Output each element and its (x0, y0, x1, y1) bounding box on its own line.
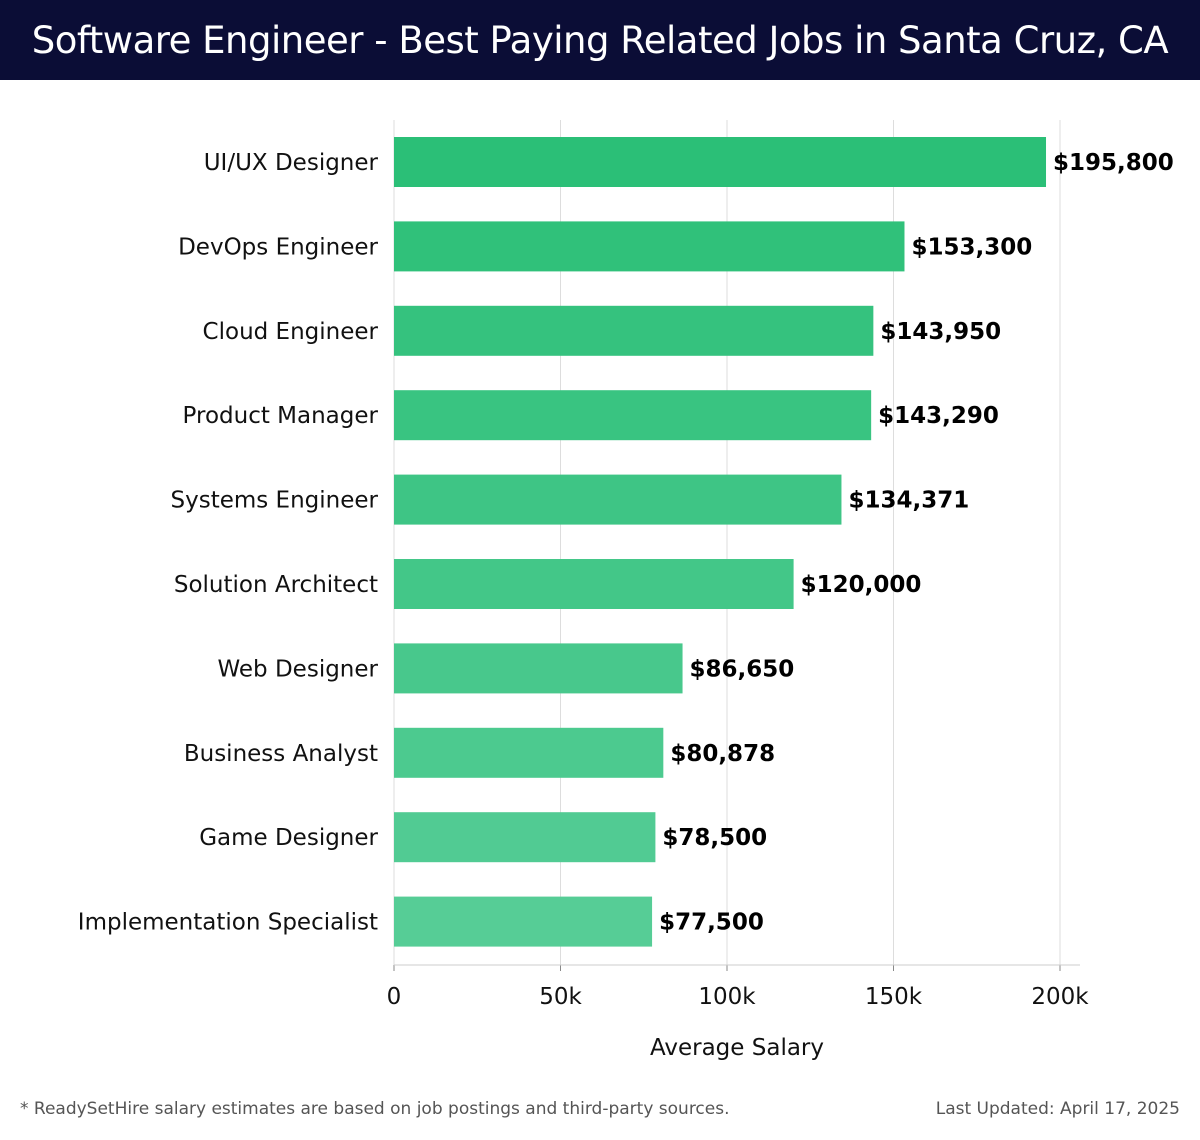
bar (394, 727, 664, 778)
category-label: UI/UX Designer (204, 150, 379, 176)
category-label: Solution Architect (174, 572, 378, 598)
bar (394, 137, 1047, 187)
category-label: Implementation Specialist (78, 910, 378, 936)
value-label: $143,950 (880, 319, 1001, 345)
category-label: Web Designer (218, 656, 379, 682)
bar (394, 390, 872, 441)
footer-note: * ReadySetHire salary estimates are base… (20, 1099, 730, 1119)
value-label: $86,650 (690, 656, 795, 682)
x-axis-title: Average Salary (650, 1035, 824, 1061)
bar (394, 896, 653, 947)
value-label: $134,371 (848, 488, 969, 514)
x-tick-label: 50k (539, 984, 582, 1010)
chart-header: Software Engineer - Best Paying Related … (0, 0, 1200, 80)
category-label: Product Manager (183, 403, 379, 429)
bars: UI/UX Designer $195,800 DevOps Engineer $15… (78, 137, 1174, 947)
bar (394, 474, 842, 525)
category-label: Business Analyst (184, 741, 378, 767)
value-label: $153,300 (911, 234, 1032, 260)
bar (394, 812, 656, 863)
value-label: $77,500 (659, 910, 764, 936)
bar (394, 559, 794, 609)
bar (394, 643, 683, 694)
category-label: Systems Engineer (171, 488, 379, 514)
salary-bar-chart: UI/UX Designer $195,800 DevOps Engineer $15… (78, 120, 1174, 1061)
value-label: $80,878 (670, 741, 775, 767)
x-tick-label: 200k (1031, 984, 1089, 1010)
chart-title: Software Engineer - Best Paying Related … (31, 18, 1169, 62)
x-tick-label: 0 (387, 984, 402, 1010)
category-label: Game Designer (199, 825, 378, 851)
bar (394, 305, 874, 356)
category-label: Cloud Engineer (203, 319, 379, 345)
last-updated: Last Updated: April 17, 2025 (935, 1099, 1180, 1119)
value-label: $143,290 (878, 403, 999, 429)
category-label: DevOps Engineer (178, 234, 378, 260)
x-tick-label: 100k (698, 984, 756, 1010)
value-label: $195,800 (1053, 150, 1174, 176)
value-label: $120,000 (801, 572, 922, 598)
bar (394, 221, 905, 272)
value-label: $78,500 (662, 825, 767, 851)
x-tick-label: 150k (865, 984, 923, 1010)
x-axis: 0 50k 100k 150k 200k (387, 964, 1089, 1010)
